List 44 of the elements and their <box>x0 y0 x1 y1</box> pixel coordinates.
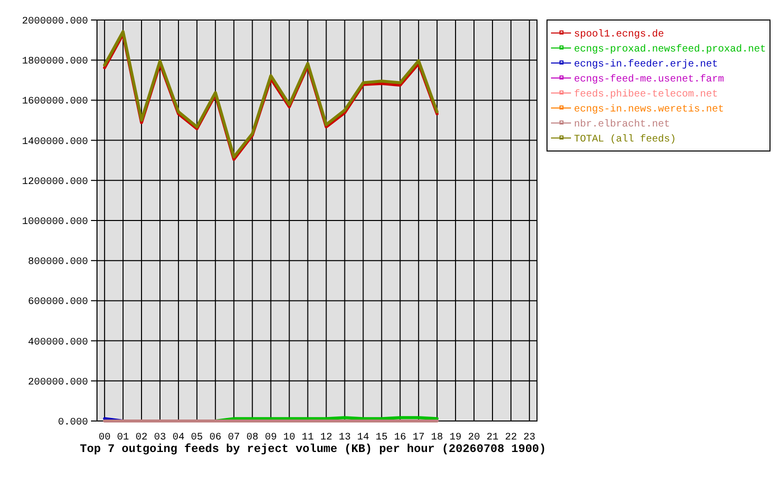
x-tick-label: 04 <box>172 432 184 444</box>
legend-label: nbr.elbracht.net <box>574 118 670 130</box>
x-tick-label: 22 <box>504 432 517 444</box>
y-tick-label: 1800000.000 <box>22 56 88 68</box>
x-tick-label: 08 <box>246 432 258 444</box>
y-tick-label: 1600000.000 <box>22 96 88 108</box>
x-tick-label: 10 <box>283 432 296 444</box>
x-tick-label: 16 <box>394 432 406 444</box>
x-tick-label: 21 <box>486 432 498 444</box>
y-tick-label: 800000.000 <box>28 257 88 268</box>
legend-label: ecngs-feed-me.usenet.farm <box>574 74 724 86</box>
y-tick-label: 1400000.000 <box>22 136 88 148</box>
x-tick-label: 02 <box>136 432 148 444</box>
x-tick-label: 05 <box>190 432 203 444</box>
legend-label: ecngs-in.news.weretis.net <box>574 104 724 116</box>
legend-label: TOTAL (all feeds) <box>574 134 676 146</box>
x-tick-label: 03 <box>154 432 166 444</box>
x-tick-label: 11 <box>302 432 314 444</box>
y-tick-label: 200000.000 <box>28 377 88 388</box>
x-tick-label: 15 <box>376 432 388 444</box>
y-tick-label: 1000000.000 <box>22 217 88 228</box>
x-tick-label: 01 <box>117 432 130 444</box>
x-tick-label: 09 <box>264 432 277 444</box>
legend-label: feeds.phibee-telecom.net <box>574 88 718 100</box>
x-tick-label: 12 <box>320 432 332 444</box>
legend-label: ecngs-in.feeder.erje.net <box>574 58 718 70</box>
x-tick-label: 00 <box>98 432 111 444</box>
x-tick-label: 13 <box>338 432 351 444</box>
x-tick-label: 07 <box>228 432 240 444</box>
x-tick-label: 19 <box>450 432 462 444</box>
text: Top 7 outgoing feeds by reject volume (KB) per hour (20260708 1900) <box>80 443 546 456</box>
x-tick-label: 20 <box>468 432 480 444</box>
x-tick-label: 14 <box>357 432 370 444</box>
y-tick-label: 400000.000 <box>28 337 88 348</box>
x-tick-label: 18 <box>431 432 444 444</box>
legend-label: spool1.ecngs.de <box>574 28 664 40</box>
y-tick-label: 600000.000 <box>28 297 88 308</box>
y-tick-label: 1200000.000 <box>22 176 88 188</box>
x-tick-label: 23 <box>523 432 536 444</box>
x-tick-label: 06 <box>209 432 222 444</box>
x-tick-label: 17 <box>412 432 425 444</box>
y-tick-label: 2000000.000 <box>22 16 88 28</box>
y-tick-label: 0.000 <box>58 418 88 428</box>
legend-label: ecngs-proxad.newsfeed.proxad.net <box>574 44 766 56</box>
